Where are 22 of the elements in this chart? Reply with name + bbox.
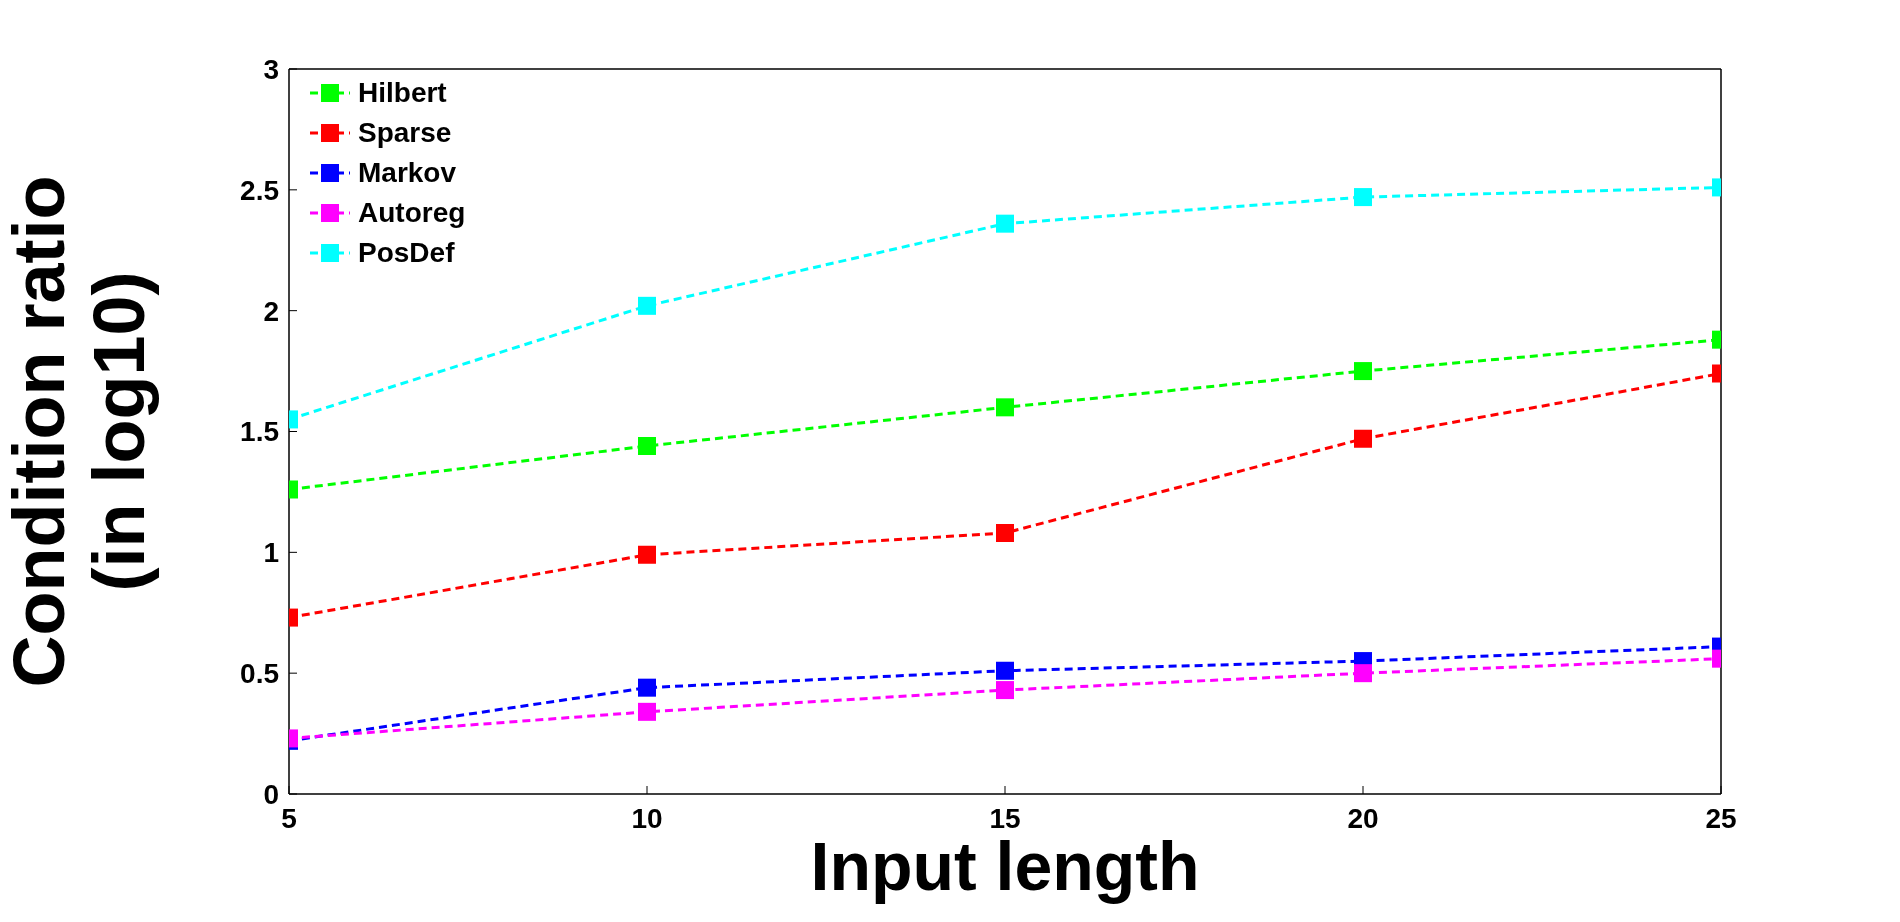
y-tick-label: 0.5	[240, 658, 279, 690]
point	[996, 214, 1014, 233]
point	[996, 524, 1014, 542]
y-tick-label: 3	[263, 53, 279, 85]
x-tick-label: 10	[631, 802, 663, 834]
legend-label: Sparse	[358, 117, 452, 149]
legend-label: PosDef	[358, 237, 455, 269]
y-tick-label: 1.5	[240, 416, 279, 448]
point	[996, 398, 1014, 417]
point	[996, 661, 1014, 680]
x-tick-label: 20	[1347, 802, 1379, 834]
y-tick-label: 0	[263, 778, 279, 810]
legend-label: Autoreg	[358, 197, 466, 229]
y-tick-label: 2.5	[240, 174, 279, 206]
legend-label: Hilbert	[358, 77, 447, 109]
x-tick-label: 5	[281, 802, 297, 834]
y-tick-label: 2	[263, 295, 279, 327]
y-tick-label: 1	[263, 537, 279, 569]
x-tick-label: 25	[1705, 802, 1737, 834]
point	[996, 681, 1014, 700]
legend-label: Markov	[358, 157, 457, 189]
y-axis-title: Condition ratio (in log10)	[0, 175, 159, 688]
